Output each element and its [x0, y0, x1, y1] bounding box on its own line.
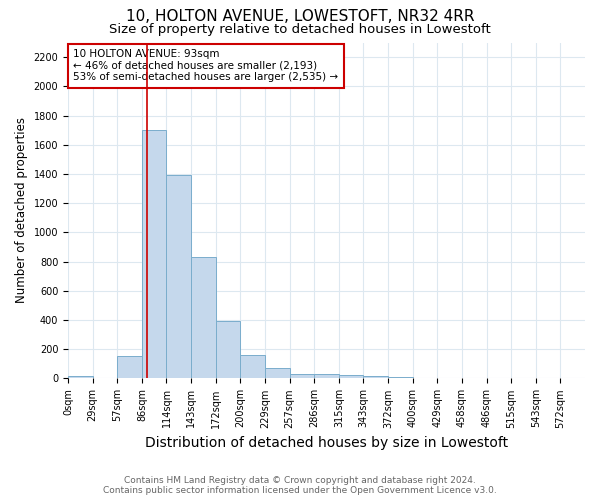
Text: Contains HM Land Registry data © Crown copyright and database right 2024.
Contai: Contains HM Land Registry data © Crown c…: [103, 476, 497, 495]
Bar: [216, 322, 241, 378]
Bar: [364, 376, 388, 378]
Y-axis label: Number of detached properties: Number of detached properties: [15, 118, 28, 304]
Text: Size of property relative to detached houses in Lowestoft: Size of property relative to detached ho…: [109, 22, 491, 36]
Bar: [241, 355, 265, 378]
Bar: [191, 257, 216, 378]
Bar: [68, 376, 92, 378]
X-axis label: Distribution of detached houses by size in Lowestoft: Distribution of detached houses by size …: [145, 436, 508, 450]
Text: 10 HOLTON AVENUE: 93sqm
← 46% of detached houses are smaller (2,193)
53% of semi: 10 HOLTON AVENUE: 93sqm ← 46% of detache…: [73, 49, 338, 82]
Bar: [290, 374, 314, 378]
Bar: [265, 368, 290, 378]
Bar: [142, 130, 166, 378]
Text: 10, HOLTON AVENUE, LOWESTOFT, NR32 4RR: 10, HOLTON AVENUE, LOWESTOFT, NR32 4RR: [126, 9, 474, 24]
Bar: [388, 377, 413, 378]
Bar: [117, 356, 142, 378]
Bar: [166, 176, 191, 378]
Bar: [339, 375, 364, 378]
Bar: [314, 374, 339, 378]
